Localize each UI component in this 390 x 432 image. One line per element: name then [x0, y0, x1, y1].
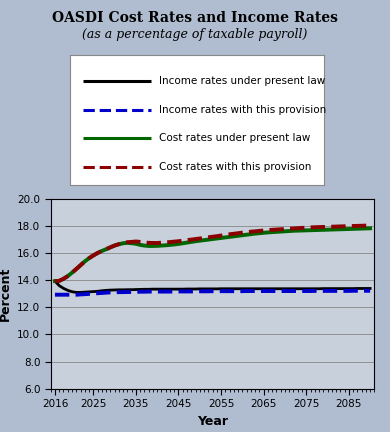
- Cost rates with this provision: [78, 263, 83, 268]
- Income rates under present law: [368, 286, 372, 291]
- Text: Cost rates with this provision: Cost rates with this provision: [159, 162, 311, 172]
- Income rates under present law: [338, 286, 343, 291]
- Income rates under present law: [82, 289, 87, 295]
- Cost rates with this provision: [300, 226, 304, 231]
- Text: Income rates under present law: Income rates under present law: [159, 76, 325, 86]
- Y-axis label: Percent: Percent: [0, 267, 12, 321]
- Income rates with this provision: [334, 288, 339, 293]
- Cost rates under present law: [291, 228, 296, 233]
- Income rates under present law: [304, 286, 308, 291]
- Cost rates under present law: [78, 263, 83, 268]
- Cost rates under present law: [368, 226, 372, 231]
- Income rates under present law: [317, 286, 321, 291]
- Income rates with this provision: [300, 289, 304, 294]
- Line: Income rates with this provision: Income rates with this provision: [55, 291, 370, 295]
- Cost rates under present law: [334, 227, 339, 232]
- Income rates under present law: [308, 286, 313, 291]
- Income rates under present law: [295, 286, 300, 291]
- Cost rates under present law: [304, 228, 308, 233]
- Cost rates with this provision: [312, 225, 317, 230]
- X-axis label: Year: Year: [197, 415, 228, 428]
- Income rates with this provision: [291, 289, 296, 294]
- Cost rates under present law: [312, 228, 317, 233]
- Text: Cost rates under present law: Cost rates under present law: [159, 133, 310, 143]
- Income rates with this provision: [304, 289, 308, 294]
- Text: Income rates with this provision: Income rates with this provision: [159, 105, 326, 115]
- Line: Income rates under present law: Income rates under present law: [55, 281, 370, 292]
- Text: OASDI Cost Rates and Income Rates: OASDI Cost Rates and Income Rates: [52, 11, 338, 25]
- Line: Cost rates under present law: Cost rates under present law: [55, 229, 370, 281]
- Income rates under present law: [53, 279, 57, 284]
- Cost rates under present law: [300, 228, 304, 233]
- Line: Cost rates with this provision: Cost rates with this provision: [55, 226, 370, 281]
- Cost rates with this provision: [291, 226, 296, 231]
- Income rates with this provision: [368, 288, 372, 293]
- Cost rates with this provision: [368, 223, 372, 228]
- Income rates with this provision: [312, 288, 317, 293]
- Income rates with this provision: [53, 292, 57, 297]
- Cost rates with this provision: [53, 279, 57, 284]
- Cost rates under present law: [53, 279, 57, 284]
- Text: (as a percentage of taxable payroll): (as a percentage of taxable payroll): [82, 28, 308, 41]
- Cost rates with this provision: [304, 225, 308, 230]
- Cost rates with this provision: [334, 224, 339, 229]
- Income rates under present law: [74, 290, 79, 295]
- Income rates with this provision: [78, 292, 83, 297]
- Income rates with this provision: [351, 288, 355, 293]
